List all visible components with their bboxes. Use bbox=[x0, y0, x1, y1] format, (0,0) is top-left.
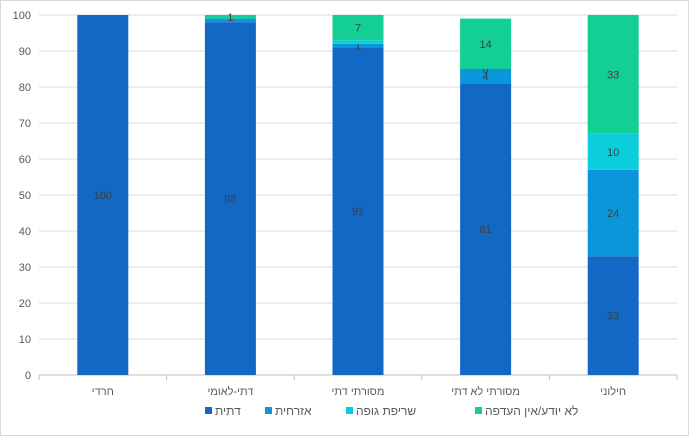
bar-segment bbox=[204, 18, 256, 23]
legend-swatch bbox=[265, 407, 272, 414]
legend-label: דתית bbox=[215, 404, 241, 418]
data-label: 4 bbox=[483, 71, 489, 83]
bar-segment bbox=[460, 83, 512, 376]
bar-segment bbox=[587, 256, 639, 375]
y-tick-label: 70 bbox=[19, 118, 31, 130]
bar-segment bbox=[332, 40, 384, 44]
y-tick-label: 80 bbox=[19, 82, 31, 94]
y-tick-label: 90 bbox=[19, 46, 31, 58]
bar-segment bbox=[587, 133, 639, 170]
x-tick-label: חרדי bbox=[92, 386, 114, 398]
legend-label: לא יודע/אין העדפה bbox=[485, 404, 578, 418]
bar-segment bbox=[587, 169, 639, 257]
data-label: 24 bbox=[607, 208, 619, 220]
bar-segment bbox=[587, 15, 639, 134]
y-tick-label: 50 bbox=[19, 190, 31, 202]
x-tick-label: מסורתי דתי bbox=[332, 386, 385, 398]
y-tick-label: 0 bbox=[25, 370, 31, 382]
bar-segment bbox=[332, 43, 384, 48]
bar-segment bbox=[332, 47, 384, 376]
data-label: 81 bbox=[479, 224, 491, 236]
data-label: 0 bbox=[483, 64, 489, 76]
y-tick-label: 30 bbox=[19, 262, 31, 274]
data-label: 33 bbox=[607, 69, 619, 81]
data-label: 10 bbox=[607, 147, 619, 159]
legend-swatch bbox=[205, 407, 212, 414]
bar-segment bbox=[332, 15, 384, 41]
x-tick-label: דתי-לאומי bbox=[207, 385, 253, 398]
data-label: 33 bbox=[607, 311, 619, 323]
data-label: 98 bbox=[224, 194, 236, 206]
bar-segment bbox=[204, 22, 256, 375]
data-label: 7 bbox=[355, 23, 361, 35]
bar-segment bbox=[460, 18, 512, 70]
data-label: 1 bbox=[227, 12, 233, 24]
legend-label: שריפת גופה bbox=[356, 404, 416, 418]
bar-segment bbox=[460, 69, 512, 84]
y-tick-label: 60 bbox=[19, 154, 31, 166]
data-label: 91 bbox=[352, 206, 364, 218]
data-label: 1 bbox=[355, 41, 361, 53]
legend-swatch bbox=[475, 407, 482, 414]
y-tick-label: 40 bbox=[19, 226, 31, 238]
bar-segment bbox=[77, 15, 129, 375]
data-label: 100 bbox=[94, 190, 112, 202]
legend-label: אזרחית bbox=[275, 404, 312, 418]
legend-swatch bbox=[346, 407, 353, 414]
x-tick-label: חילוני bbox=[600, 385, 626, 398]
data-label: 14 bbox=[479, 39, 491, 51]
x-tick-label: מסורתי לא דתי bbox=[451, 385, 520, 398]
y-tick-label: 10 bbox=[19, 334, 31, 346]
y-tick-label: 100 bbox=[13, 10, 31, 22]
y-tick-label: 20 bbox=[19, 298, 31, 310]
bar-segment bbox=[204, 15, 256, 19]
